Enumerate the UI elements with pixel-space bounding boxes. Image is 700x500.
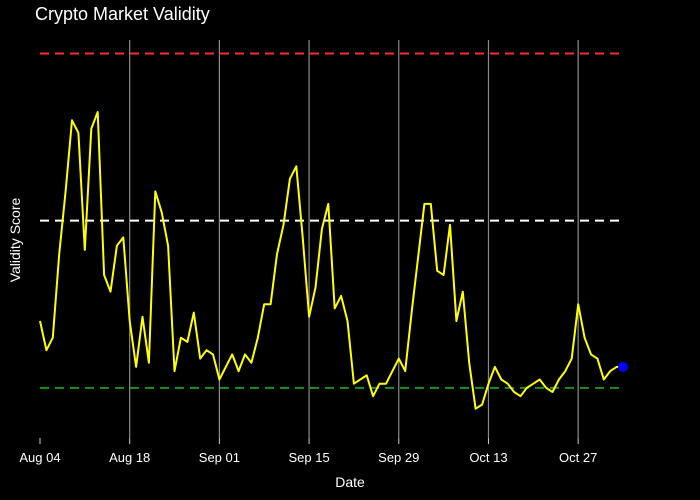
x-tick-label: Sep 15 (288, 450, 329, 465)
reference-lines (40, 52, 623, 389)
validity-score-line (39, 111, 623, 410)
x-tick-label: Aug 18 (109, 450, 150, 465)
latest-point-marker (618, 361, 628, 372)
y-axis-title: Validity Score (7, 198, 23, 283)
x-axis-ticks: Aug 04 Aug 18 Sep 01 Sep 15 Sep 29 Oct 13 Oct … (19, 438, 597, 465)
chart-title: Crypto Market Validity (35, 4, 210, 24)
vertical-gridlines (129, 40, 579, 438)
x-axis-title: Date (335, 474, 365, 490)
x-tick-label: Aug 04 (19, 450, 60, 465)
x-tick-label: Oct 13 (469, 450, 507, 465)
x-tick-label: Oct 27 (559, 450, 597, 465)
x-tick-label: Sep 29 (378, 450, 419, 465)
x-tick-label: Sep 01 (199, 450, 240, 465)
